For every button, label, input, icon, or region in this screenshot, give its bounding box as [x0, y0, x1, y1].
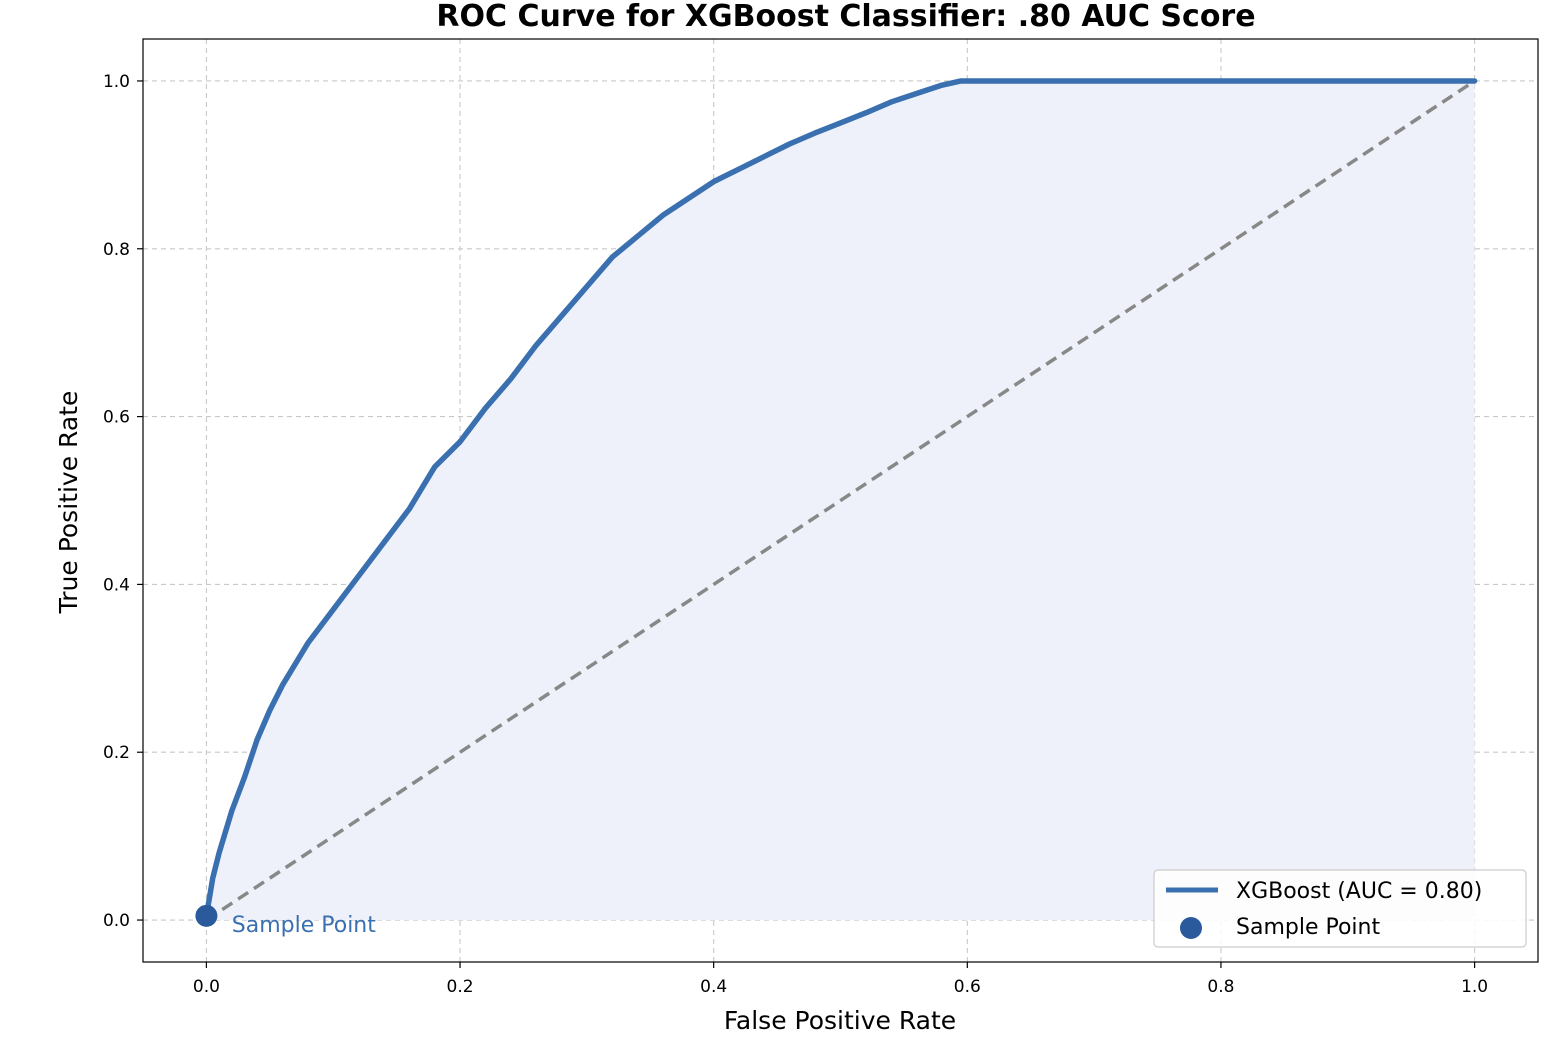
- legend-entry-xgboost: XGBoost (AUC = 0.80): [1236, 879, 1482, 904]
- points: [195, 904, 218, 927]
- y-tick-label: 0.4: [103, 575, 130, 595]
- y-tick-label: 0.8: [103, 240, 130, 260]
- legend-entry-sample-point: Sample Point: [1236, 915, 1380, 940]
- x-tick-label: 0.6: [954, 977, 981, 997]
- x-tick-label: 0.0: [193, 977, 220, 997]
- x-axis-label: False Positive Rate: [724, 1006, 956, 1035]
- y-tick-label: 0.2: [103, 743, 130, 763]
- sample-point-annotation: Sample Point: [232, 913, 376, 938]
- sample-point-marker: [195, 904, 218, 927]
- annotations: Sample Point: [232, 913, 376, 938]
- random-chance-line: [205, 79, 1476, 922]
- x-tick-label: 0.4: [700, 977, 727, 997]
- x-tick-label: 1.0: [1461, 977, 1488, 997]
- plot-frame: [142, 38, 1539, 963]
- legend: XGBoost (AUC = 0.80) Sample Point: [1153, 869, 1527, 948]
- y-tick-label: 0.0: [103, 911, 130, 931]
- axis-ticks: 0.0 0.2 0.4 0.6 0.8 1.0 0.0 0.2 0.4 0.6 0.8 1.0: [103, 72, 1488, 997]
- x-tick-label: 0.8: [1207, 977, 1234, 997]
- series-lines: [203, 78, 1478, 922]
- legend-point-swatch: [1180, 917, 1202, 939]
- y-axis-label: True Positive Rate: [54, 391, 83, 615]
- legend-box: [1153, 869, 1527, 948]
- y-tick-label: 1.0: [103, 72, 130, 92]
- x-tick-label: 0.2: [447, 977, 474, 997]
- y-tick-label: 0.6: [103, 408, 130, 428]
- roc-curve-line: [203, 78, 1478, 919]
- chart-title: ROC Curve for XGBoost Classifier: .80 AU…: [436, 0, 1255, 34]
